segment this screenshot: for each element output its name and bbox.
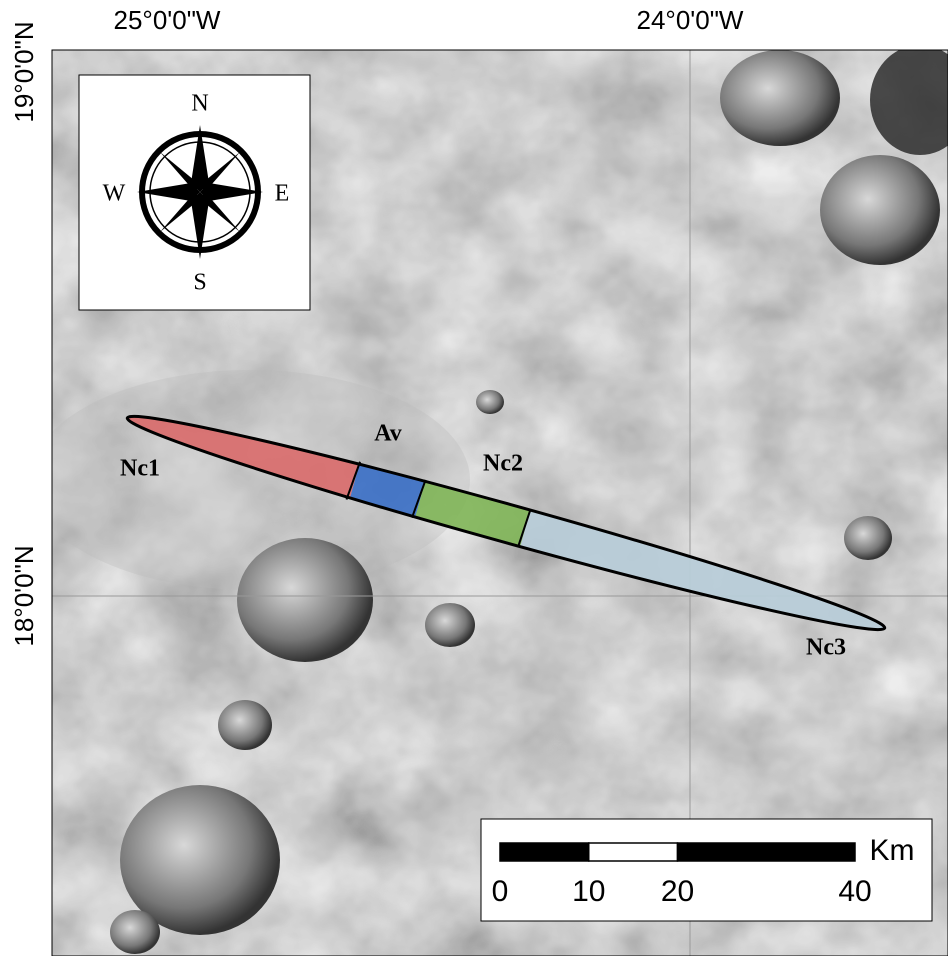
scale-segment [678,843,856,861]
scale-tick-label: 40 [838,875,871,908]
latitude-label: 19°0'0"N [9,21,39,122]
unit-label: Nc3 [806,635,846,661]
scale-tick-label: 0 [492,875,509,908]
unit-label: Nc2 [483,451,523,477]
compass-label: W [103,181,126,207]
longitude-label: 24°0'0"W [637,5,744,35]
map-figure: Nc1 Av Nc2 Nc3 N E S W Km 0 10 20 40 25°0'0… [0,0,948,956]
scale-tick-label: 20 [661,875,694,908]
compass-label: S [193,270,206,296]
compass-label: E [275,181,290,207]
scale-segment [589,843,678,861]
scale-unit: Km [870,834,915,867]
scale-bar: Km 0 10 20 40 [481,819,932,921]
unit-label: Av [374,421,402,447]
compass-box: N E S W [79,75,310,310]
unit-label: Nc1 [120,456,160,482]
longitude-label: 25°0'0"W [114,5,221,35]
latitude-label: 18°0'0"N [9,545,39,646]
satellite-image: Nc1 Av Nc2 Nc3 N E S W Km 0 10 20 40 [30,45,948,956]
scale-tick-label: 10 [572,875,605,908]
scale-segment [500,843,589,861]
compass-label: N [191,91,208,117]
